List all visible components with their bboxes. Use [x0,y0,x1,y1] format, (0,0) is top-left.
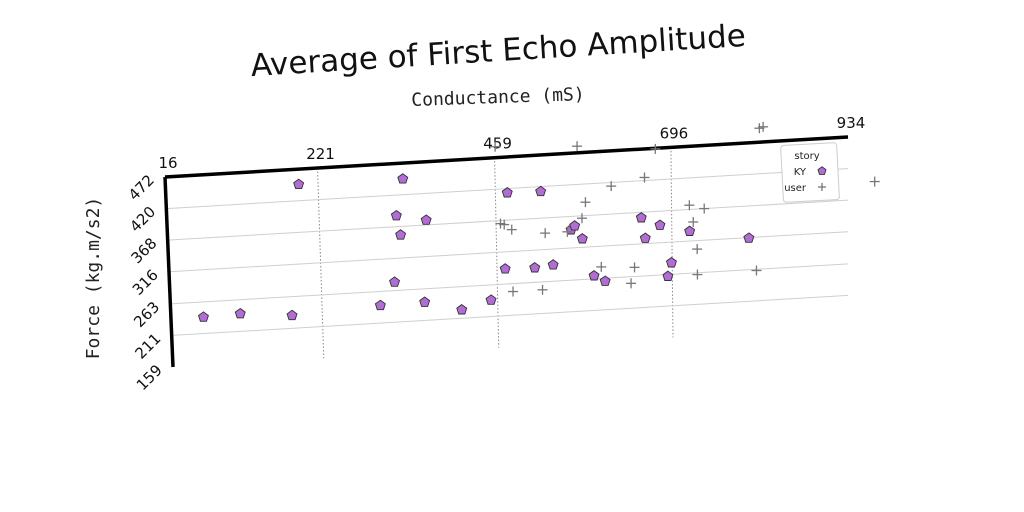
user-point [751,265,762,276]
user-point [688,216,699,227]
ky-point [662,270,674,281]
legend-marker-user [818,183,826,191]
ky-point [535,185,547,197]
x-tick-label: 696 [660,124,689,142]
ky-point [588,270,600,281]
ky-point [639,232,651,243]
y-tick-label: 263 [130,298,163,331]
user-point [537,284,548,295]
y-grid-line [170,263,849,305]
ky-point [395,229,407,240]
grid-lines [166,147,849,359]
legend-marker-ky [817,166,827,175]
user-point [684,200,695,211]
y-tick-label: 420 [126,203,159,236]
y-tick-label: 368 [128,234,161,267]
ky-point [456,304,468,315]
user-point [580,197,591,208]
legend-ky-pentagon [817,166,827,175]
ky-point [529,262,541,273]
y-tick-label: 159 [133,361,166,394]
chart-title: Average of First Echo Amplitude [250,18,747,84]
user-point [692,269,703,280]
y-axis-label: Force (kg.m/s2) [83,197,104,360]
ky-point [419,296,431,307]
user-point [562,226,573,237]
user-point [626,278,637,289]
user-point [699,203,710,214]
ky-point [547,259,559,270]
x-tick-labels: 16 221 459 696 934 [158,114,865,172]
series-user-points [490,121,880,297]
x-tick-label: 16 [158,154,177,172]
ky-point [654,219,666,230]
y-axis-line [163,176,175,368]
ky-point [743,232,755,243]
user-point [572,141,583,152]
ky-point [197,311,209,322]
legend-label-user: user [784,183,807,194]
x-tick-label: 934 [837,114,866,132]
user-point [869,176,880,187]
y-grid-line [171,294,849,336]
ky-point [501,187,513,198]
ky-point [293,178,305,190]
legend-user-plus [818,183,826,191]
user-point [576,213,587,224]
y-tick-label: 316 [129,266,162,299]
ky-point [374,299,386,311]
x-axis-label: Conductance (mS) [411,84,585,111]
user-point [596,261,607,272]
y-tick-label: 472 [125,171,158,204]
ky-point [286,309,298,321]
ky-point [397,173,409,184]
legend-label-ky: KY [794,167,807,178]
user-point [758,121,769,132]
ky-point [684,225,696,236]
ky-point [420,214,432,225]
y-grid-line [167,199,849,241]
user-point [508,286,519,297]
axes [163,135,849,368]
user-point [499,219,510,230]
ky-point [485,294,497,305]
ky-point [635,212,647,223]
user-point [606,181,617,192]
ky-point [390,209,402,221]
ky-point [569,220,581,231]
legend-title: story [794,151,819,162]
legend: story KY user [780,142,840,203]
user-point [540,228,551,239]
y-grid-line [168,231,849,273]
ky-point [576,233,588,244]
x-tick-label: 459 [483,135,512,153]
series-ky-points [197,173,755,322]
ky-point [389,276,401,287]
y-tick-label: 211 [132,330,165,363]
ky-point [665,256,677,268]
user-point [650,143,661,154]
user-point [490,141,501,152]
x-axis-line [164,135,849,179]
ky-point [499,263,511,274]
ky-point [599,275,611,286]
user-point [506,224,517,235]
user-point [639,172,650,183]
user-point [629,262,640,273]
x-tick-label: 221 [306,145,335,163]
ky-point [234,307,246,319]
user-point [692,244,703,255]
